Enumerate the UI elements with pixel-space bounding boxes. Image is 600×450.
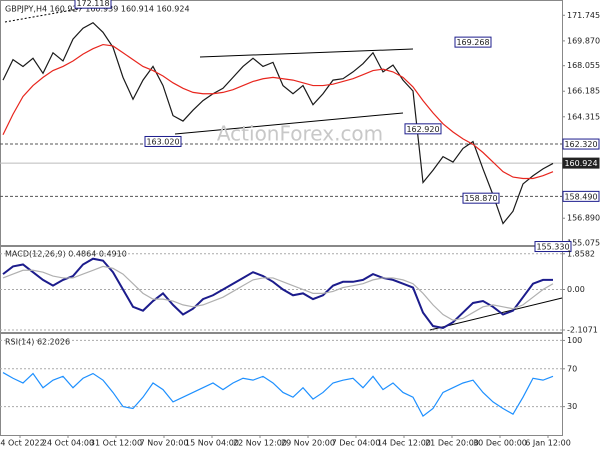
y-tick-label: 0.00 xyxy=(567,285,585,294)
series-line xyxy=(2,372,554,417)
last-price-label: 160.924 xyxy=(564,159,597,168)
series-line xyxy=(2,257,553,330)
annotation: 169.268 xyxy=(456,38,489,47)
x-tick-label: 7 Dec 04:00 xyxy=(332,439,381,448)
x-tick-label: 6 Jan 12:00 xyxy=(525,439,571,448)
y-tick-label: 100 xyxy=(567,336,582,345)
trendline xyxy=(199,48,414,58)
price-frame xyxy=(0,0,563,246)
annotation: 172.118 xyxy=(76,0,109,8)
x-tick-label: 29 Nov 20:00 xyxy=(281,439,335,448)
x-tick-label: 24 Oct 04:00 xyxy=(42,439,94,448)
trendline xyxy=(174,112,404,135)
level-label: 158.490 xyxy=(564,192,597,201)
y-tick-label: 30 xyxy=(567,402,577,411)
annotation-box xyxy=(534,241,572,253)
x-tick-label: 22 Nov 12:00 xyxy=(233,439,287,448)
annotation: 158.870 xyxy=(464,194,497,203)
y-tick-label: 156.890 xyxy=(567,214,600,223)
series-line xyxy=(2,265,554,321)
annotation: 163.020 xyxy=(146,137,179,146)
annotation-box xyxy=(404,123,442,135)
y-tick-label: 168.055 xyxy=(567,61,600,70)
y-tick-label: 70 xyxy=(567,364,577,373)
annotation-box xyxy=(144,135,182,147)
level-label: 162.320 xyxy=(564,140,597,149)
watermark: ActionForex.com xyxy=(217,122,383,146)
annotation-box xyxy=(462,192,500,204)
x-tick-label: 21 Dec 20:00 xyxy=(425,439,479,448)
x-tick-label: 30 Dec 00:00 xyxy=(473,439,527,448)
level-label-box xyxy=(562,138,600,150)
x-tick-label: 14 Dec 12:00 xyxy=(377,439,431,448)
x-tick-label: 15 Nov 04:00 xyxy=(185,439,239,448)
y-tick-label: -2.1071 xyxy=(567,326,598,335)
annotation-box xyxy=(454,36,492,48)
last-price-label-box xyxy=(562,157,600,169)
x-tick-label: 14 Oct 2022 xyxy=(0,439,45,448)
annotation: 155.330 xyxy=(536,243,569,252)
rsi-frame xyxy=(0,333,563,436)
y-tick-label: 1.8582 xyxy=(567,249,595,258)
trendline xyxy=(429,297,563,331)
rsi-title: RSI(14) 62.2026 xyxy=(5,338,70,347)
annotation: 162.920 xyxy=(406,125,439,134)
y-tick-label: 169.870 xyxy=(567,36,600,45)
y-tick-label: 166.185 xyxy=(567,87,600,96)
chart-title: GBPJPY,H4 160.927 160.939 160.914 160.92… xyxy=(5,5,190,14)
level-label-box xyxy=(562,190,600,202)
series-line xyxy=(2,43,554,180)
y-tick-label: 164.315 xyxy=(567,112,600,121)
annotation-box xyxy=(74,0,112,9)
series-line xyxy=(2,21,554,225)
y-tick-label: 171.745 xyxy=(567,11,600,20)
y-tick-label: 155.075 xyxy=(567,239,600,248)
x-tick-label: 7 Nov 20:00 xyxy=(140,439,189,448)
x-tick-label: 31 Oct 12:00 xyxy=(90,439,142,448)
